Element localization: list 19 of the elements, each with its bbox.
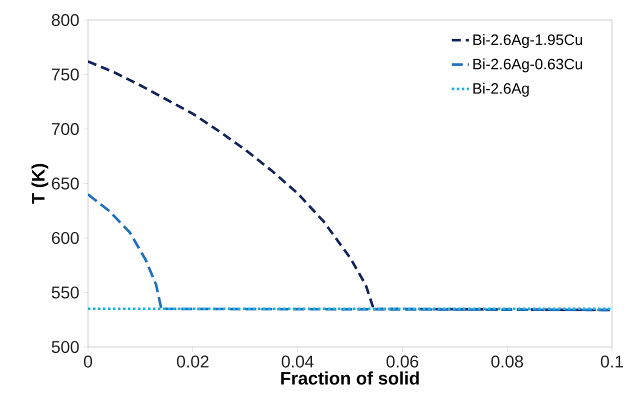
y-tick-label: 700 (52, 122, 79, 136)
y-tick-label: 650 (52, 177, 79, 190)
x-tick-label: 0.06 (386, 356, 418, 368)
x-tick-label: 0 (84, 356, 92, 368)
y-tick-label: 750 (52, 68, 79, 81)
y-tick-label: 500 (52, 340, 79, 354)
x-tick-label: 0.08 (491, 356, 524, 368)
x-tick-label: 0.02 (176, 356, 208, 368)
y-tick-label: 550 (52, 286, 79, 299)
x-axis-title: Fraction of solid (281, 371, 419, 385)
x-tick-label: 0.1 (600, 356, 623, 368)
line-series (88, 60, 612, 312)
y-tick-label: 800 (52, 14, 79, 26)
legend-label: Bi-2.6Ag-1.95Cu (473, 34, 582, 48)
y-axis-title: T (K) (31, 164, 48, 204)
y-tick-label: 600 (52, 232, 79, 244)
legend-label: Bi-2.6Ag-0.63Cu (473, 58, 582, 72)
legend-label: Bi-2.6Ag (473, 82, 529, 97)
x-tick-label: 0.04 (282, 356, 314, 368)
